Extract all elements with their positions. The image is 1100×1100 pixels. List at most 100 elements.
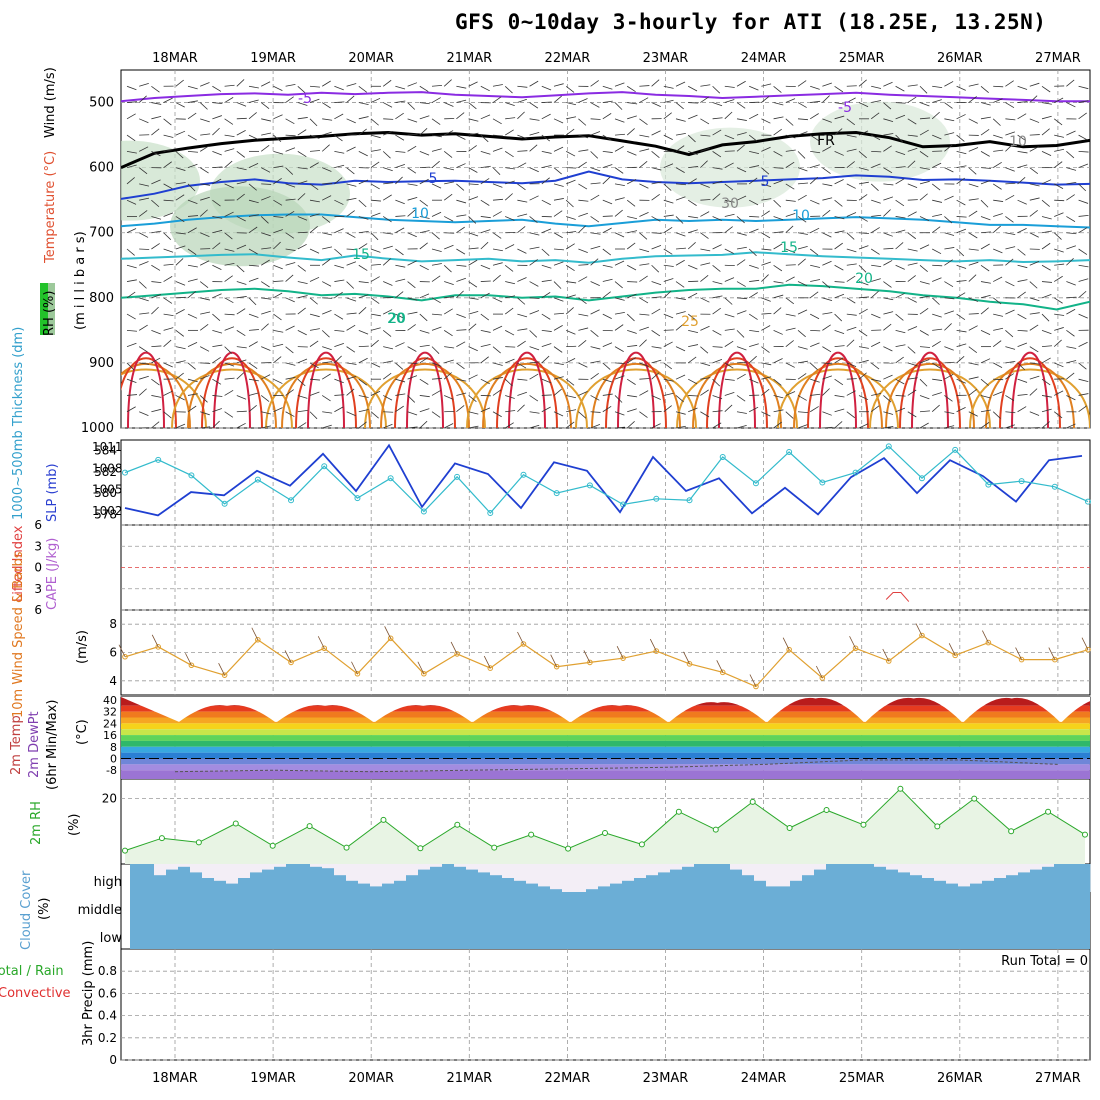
wind-barb (163, 263, 174, 266)
wind-barb (370, 161, 380, 168)
wind-barb (1078, 290, 1087, 299)
cape-label: CAPE (J/kg) (45, 538, 60, 610)
wind-barb (602, 164, 613, 169)
wind-barb (139, 312, 150, 315)
wind-barb (761, 95, 770, 103)
wind-barb (895, 313, 904, 321)
wind-barb (956, 343, 967, 348)
wind-barb (273, 427, 275, 428)
wind-barb (785, 149, 796, 152)
wind-barb (627, 150, 637, 156)
wind-barb (346, 118, 356, 124)
slp-point (155, 456, 162, 463)
wind-barb (968, 346, 978, 353)
wind-barb (895, 356, 904, 364)
rh-point (269, 842, 276, 849)
wind-barb (834, 408, 845, 413)
wind-barb (175, 281, 186, 286)
wind-barb (834, 115, 845, 120)
wind-barb (1041, 395, 1052, 398)
wind-barb (1041, 179, 1052, 185)
wind-barb (407, 375, 418, 380)
wind-barb (871, 341, 881, 347)
wind-barb (1005, 330, 1014, 338)
wind-barb (849, 636, 856, 649)
wind-barb (456, 112, 465, 120)
wind-barb (395, 427, 397, 428)
wind-barb (199, 209, 208, 217)
wind-barb (749, 406, 759, 413)
wind-barb (919, 151, 929, 158)
wind-barb (492, 183, 503, 188)
wind-barb (724, 213, 735, 217)
wind-barb (492, 297, 503, 303)
wind-barb (553, 95, 562, 103)
wind-barb (724, 391, 735, 396)
wind-barb (931, 183, 941, 191)
wind-barb (273, 407, 283, 413)
wind-barb (590, 167, 601, 172)
wind-barb (614, 133, 625, 136)
wind-barb (273, 313, 282, 321)
rh-point (823, 807, 830, 814)
wind-barb (456, 85, 467, 89)
wind-barb (736, 259, 746, 266)
wind-barb (492, 411, 502, 418)
wind-barb (688, 378, 698, 385)
wind-barb (444, 130, 454, 136)
cloud-high-empty (778, 864, 791, 892)
wind-barb (529, 395, 539, 402)
wind-barb (480, 292, 490, 299)
wind-barb (273, 114, 283, 120)
wind-barb (639, 118, 648, 126)
wind-barb (993, 248, 1003, 254)
wind-barb (236, 264, 245, 273)
cloud-high-bar (598, 886, 611, 892)
wind-barb (151, 216, 162, 220)
wind-barb (236, 79, 245, 87)
wind-barb (651, 216, 661, 222)
wind-barb (236, 193, 245, 201)
wind-barb (810, 427, 811, 428)
wind-barb (431, 275, 441, 282)
wind-barb (517, 199, 528, 203)
wind-barb (322, 424, 332, 428)
wind-barb (260, 145, 270, 152)
wind-barb (834, 242, 843, 250)
wind-barb (810, 329, 821, 332)
wind-barb (419, 166, 430, 169)
wind-barb (700, 134, 711, 137)
wind-barb (639, 362, 649, 367)
wind-barb (285, 346, 294, 354)
wind-barb (956, 313, 966, 321)
thickness-tick: 582 (94, 465, 117, 479)
cloud-high-bar (490, 875, 503, 892)
wind-barb (187, 183, 196, 192)
wind-barb (126, 406, 136, 413)
slp-point (387, 475, 394, 482)
wind-barb (285, 167, 294, 175)
wind-point (852, 645, 859, 652)
wind-barb (980, 378, 989, 386)
wind-barb (773, 409, 784, 413)
wind-barb (980, 167, 991, 169)
wind-barb (1054, 390, 1064, 396)
wind-barb (590, 182, 601, 185)
rh-point (971, 795, 978, 802)
wind-barb (261, 183, 272, 185)
wind-barb (761, 376, 772, 380)
wind-barb (749, 150, 760, 155)
contour-label: 30 (721, 196, 739, 212)
wind-barb (297, 307, 306, 315)
cloud-label: Cloud Cover (19, 870, 34, 950)
wind-barb (712, 264, 721, 272)
wind-barb (700, 118, 710, 125)
cloud-high-empty (562, 864, 575, 892)
wind-barb (139, 362, 150, 365)
temp-band (121, 717, 1090, 724)
wind-barb (736, 132, 747, 136)
cloud-high-bar (754, 880, 767, 892)
wind-barb (1054, 97, 1064, 103)
wind-barb (212, 102, 223, 104)
wind-barb (761, 261, 771, 266)
